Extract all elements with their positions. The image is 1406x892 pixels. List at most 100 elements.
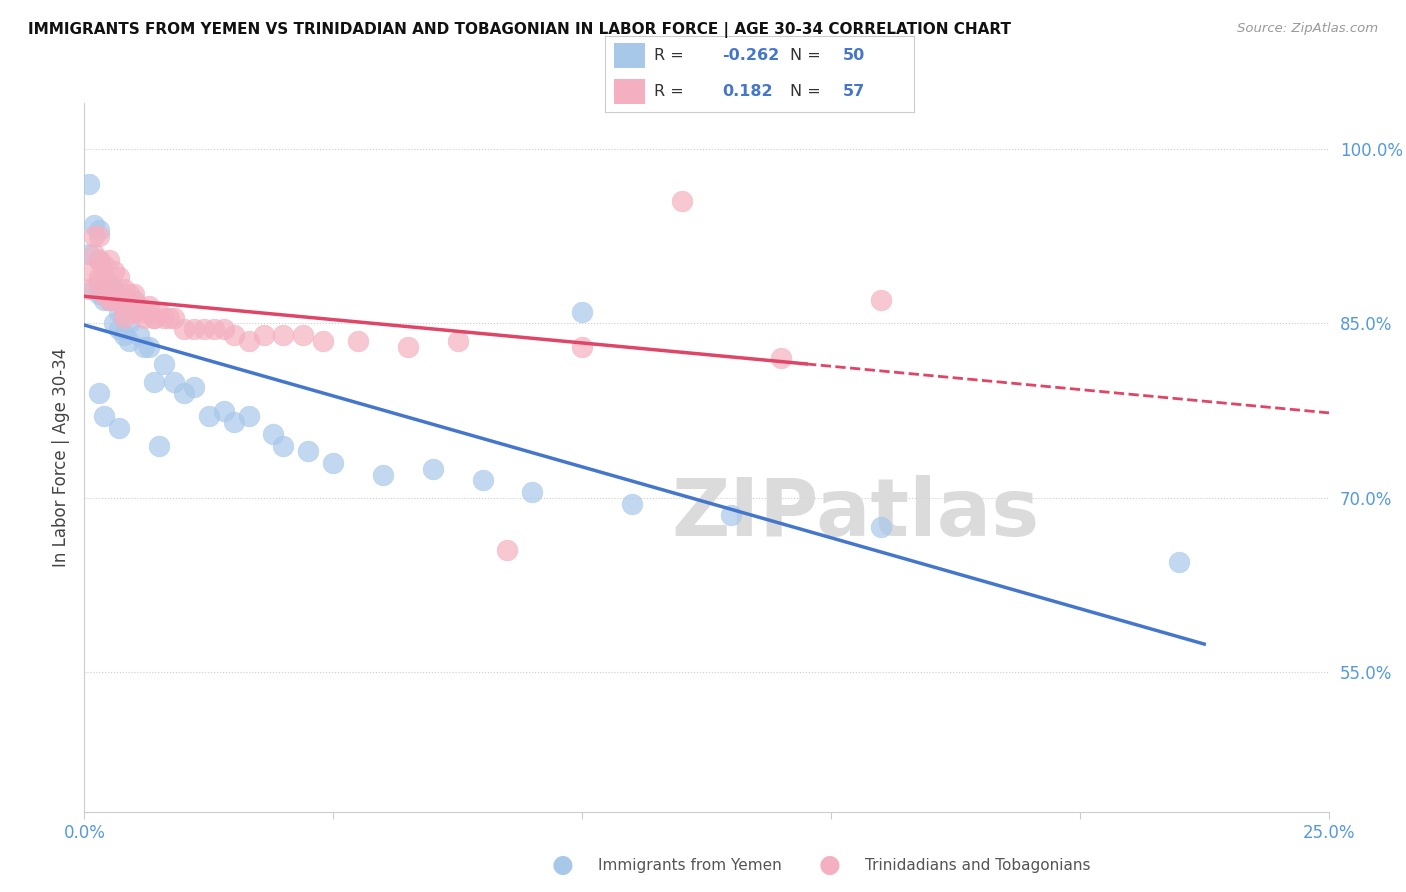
Text: 57: 57 [842,84,865,99]
Point [143,375,166,389]
Point [98,293,121,308]
Point [83,218,105,232]
Point [447,334,470,348]
Point [371,467,394,482]
Point [89,229,111,244]
Text: Immigrants from Yemen: Immigrants from Yemen [598,858,782,872]
Point [163,375,186,389]
Point [108,305,131,319]
Point [193,322,215,336]
Point [93,293,115,308]
Point [347,334,370,348]
Point [252,328,274,343]
Point [173,386,195,401]
Point [471,474,494,488]
Point [620,497,643,511]
Point [118,287,141,301]
Bar [614,78,645,104]
Bar [614,43,645,68]
Point [89,223,111,237]
Point [202,322,225,336]
Point [122,305,145,319]
Point [322,456,344,470]
Text: ●: ● [551,854,574,877]
Point [93,258,115,272]
Point [112,328,135,343]
Point [98,287,121,301]
Point [118,293,141,308]
Point [869,293,891,308]
Point [112,305,135,319]
Point [89,276,111,290]
Point [83,246,105,260]
Point [89,252,111,267]
Point [143,310,166,325]
Point [98,287,121,301]
Point [132,305,155,319]
Point [297,444,319,458]
Point [720,508,742,523]
Point [522,485,544,500]
Point [108,293,131,308]
Point [103,287,125,301]
Point [89,252,111,267]
Y-axis label: In Labor Force | Age 30-34: In Labor Force | Age 30-34 [52,348,70,566]
Point [108,293,131,308]
Point [138,340,160,354]
Point [770,351,793,366]
Point [153,310,176,325]
Point [93,269,115,284]
Point [263,426,285,441]
Text: Trinidadians and Tobagonians: Trinidadians and Tobagonians [865,858,1090,872]
Point [112,310,135,325]
Point [312,334,335,348]
Point [79,246,101,260]
Point [222,328,245,343]
Point [103,317,125,331]
Point [128,328,150,343]
Point [496,543,519,558]
Point [108,421,131,435]
Point [122,287,145,301]
Point [93,287,115,301]
Point [212,322,235,336]
Point [212,403,235,417]
Point [571,305,593,319]
Point [292,328,315,343]
Point [197,409,221,424]
Point [79,282,101,296]
Point [103,264,125,278]
Point [112,282,135,296]
Text: 50: 50 [842,47,865,62]
Point [93,409,115,424]
Text: Source: ZipAtlas.com: Source: ZipAtlas.com [1237,22,1378,36]
Text: N =: N = [790,47,827,62]
Point [163,310,186,325]
Point [98,293,121,308]
Point [108,322,131,336]
Point [183,322,205,336]
Point [98,252,121,267]
Point [148,305,170,319]
Point [132,340,155,354]
Point [118,334,141,348]
Text: -0.262: -0.262 [723,47,779,62]
Point [153,357,176,371]
Point [157,310,180,325]
Text: 0.182: 0.182 [723,84,773,99]
Point [79,177,101,191]
Point [571,340,593,354]
Point [89,287,111,301]
Point [173,322,195,336]
Point [122,305,145,319]
Point [103,282,125,296]
Point [222,415,245,429]
Point [79,264,101,278]
Point [273,328,295,343]
Point [108,269,131,284]
Point [89,269,111,284]
Point [238,334,260,348]
Point [138,299,160,313]
Point [112,305,135,319]
Text: IMMIGRANTS FROM YEMEN VS TRINIDADIAN AND TOBAGONIAN IN LABOR FORCE | AGE 30-34 C: IMMIGRANTS FROM YEMEN VS TRINIDADIAN AND… [28,22,1011,38]
